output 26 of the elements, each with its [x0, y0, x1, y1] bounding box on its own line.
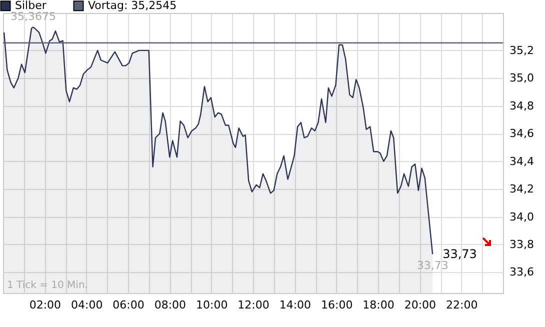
- x-tick-label: 02:00: [29, 298, 62, 312]
- x-tick-label: 08:00: [154, 298, 186, 312]
- x-tick-label: 14:00: [279, 298, 312, 312]
- legend-label: Vortag: 35,2545: [88, 0, 177, 12]
- y-tick-label: 33,8: [510, 238, 534, 251]
- x-tick-label: 20:00: [404, 298, 436, 312]
- y-tick-label: 35,2: [510, 44, 534, 57]
- y-tick-label: 34,6: [510, 127, 534, 140]
- y-tick-label: 34,8: [510, 99, 534, 112]
- data-label: 33,73: [442, 247, 477, 262]
- x-tick-label: 16:00: [320, 298, 353, 312]
- annotation: 35,3675: [10, 10, 56, 24]
- y-tick-label: 34,4: [510, 154, 534, 168]
- x-tick-label: 10:00: [196, 298, 228, 312]
- x-tick-label: 18:00: [362, 298, 394, 312]
- annotation: 1 Tick = 10 Min.: [7, 280, 88, 291]
- y-tick-label: 35,0: [510, 72, 534, 85]
- y-tick-label: 34,0: [510, 210, 534, 224]
- y-tick-label: 34,2: [510, 182, 534, 196]
- x-tick-label: 04:00: [70, 298, 103, 312]
- x-tick-label: 22:00: [446, 298, 478, 312]
- legend-label: Silber: [15, 0, 47, 12]
- x-tick-label: 06:00: [112, 298, 144, 312]
- annotation: 33,73: [416, 259, 448, 272]
- x-tick-label: 12:00: [238, 298, 270, 312]
- y-tick-label: 33,6: [510, 266, 534, 279]
